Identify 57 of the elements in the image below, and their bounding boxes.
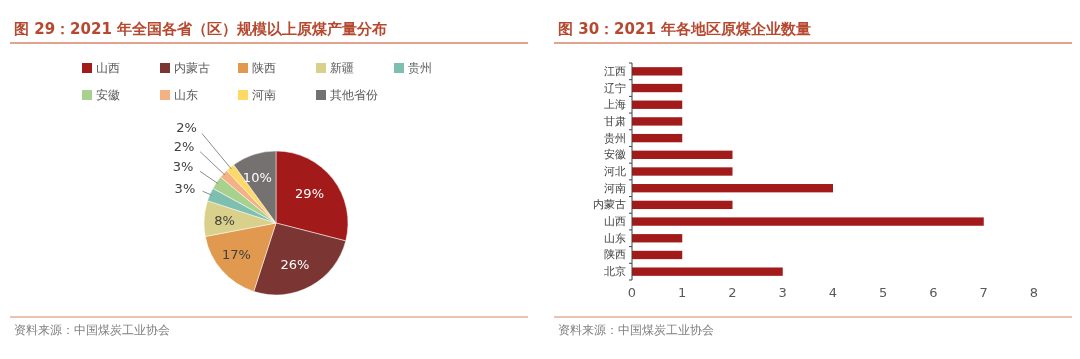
bar — [632, 117, 683, 126]
x-tick-label: 8 — [1029, 285, 1039, 300]
legend-label: 河南 — [252, 88, 276, 102]
y-tick-label: 内蒙古 — [593, 198, 626, 212]
y-tick-label: 河北 — [604, 165, 626, 178]
bar — [632, 234, 683, 243]
y-tick-label: 安徽 — [604, 148, 626, 162]
text: 资料来源：中国煤炭工业协会 — [558, 323, 714, 337]
data-label: 29% — [295, 186, 324, 202]
x-tick-label: 4 — [828, 285, 838, 300]
y-tick-label: 江西 — [604, 64, 626, 78]
bar — [632, 184, 833, 193]
bar — [632, 217, 984, 226]
data-label: 17% — [221, 246, 251, 262]
data-label: 3% — [172, 159, 194, 175]
data-label: 26% — [280, 257, 310, 273]
bar — [632, 133, 683, 143]
legend-label: 内蒙古 — [174, 61, 210, 75]
bar — [632, 83, 683, 93]
bar — [632, 150, 733, 159]
data-label: 2% — [176, 119, 197, 135]
bar — [632, 100, 683, 109]
legend-label: 新疆 — [330, 61, 354, 75]
data-label: 8% — [214, 212, 235, 228]
y-tick-label: 辽宁 — [604, 81, 626, 95]
y-tick-label: 北京 — [604, 265, 626, 279]
data-label: 3% — [174, 180, 196, 196]
y-tick-label: 河南 — [604, 181, 626, 195]
bar — [632, 67, 683, 76]
x-tick-label: 5 — [879, 285, 888, 300]
y-tick-label: 山东 — [604, 231, 626, 245]
legend-label: 山东 — [174, 88, 198, 102]
chart-title: 图 29：2021 年全国各省（区）规模以上原煤产量分布 — [14, 20, 388, 38]
x-tick-label: 2 — [728, 285, 737, 300]
legend-label: 陕西 — [252, 61, 276, 75]
y-tick-label: 上海 — [604, 98, 626, 112]
bar — [632, 250, 683, 260]
bar — [632, 167, 733, 176]
x-tick-label: 3 — [778, 285, 787, 300]
x-tick-label: 7 — [979, 285, 988, 300]
x-tick-label: 1 — [678, 285, 687, 300]
legend-label: 安徽 — [96, 88, 120, 102]
data-label: 10% — [242, 170, 272, 186]
bar — [632, 267, 783, 276]
legend-label: 其他省份 — [330, 88, 378, 102]
text: 资料来源：中国煤炭工业协会 — [14, 323, 170, 337]
data-label: 2% — [173, 138, 195, 154]
y-tick-label: 山西 — [604, 215, 626, 229]
legend-label: 贵州 — [408, 61, 432, 75]
x-tick-label: 6 — [929, 285, 938, 300]
bar — [632, 200, 733, 210]
y-tick-label: 甘肃 — [604, 114, 626, 128]
x-tick-label: 0 — [627, 285, 637, 300]
y-tick-label: 陕西 — [604, 248, 626, 262]
chart-title: 图 30：2021 年各地区原煤企业数量 — [558, 20, 812, 38]
legend-label: 山西 — [96, 61, 120, 75]
y-tick-label: 贵州 — [604, 131, 626, 145]
